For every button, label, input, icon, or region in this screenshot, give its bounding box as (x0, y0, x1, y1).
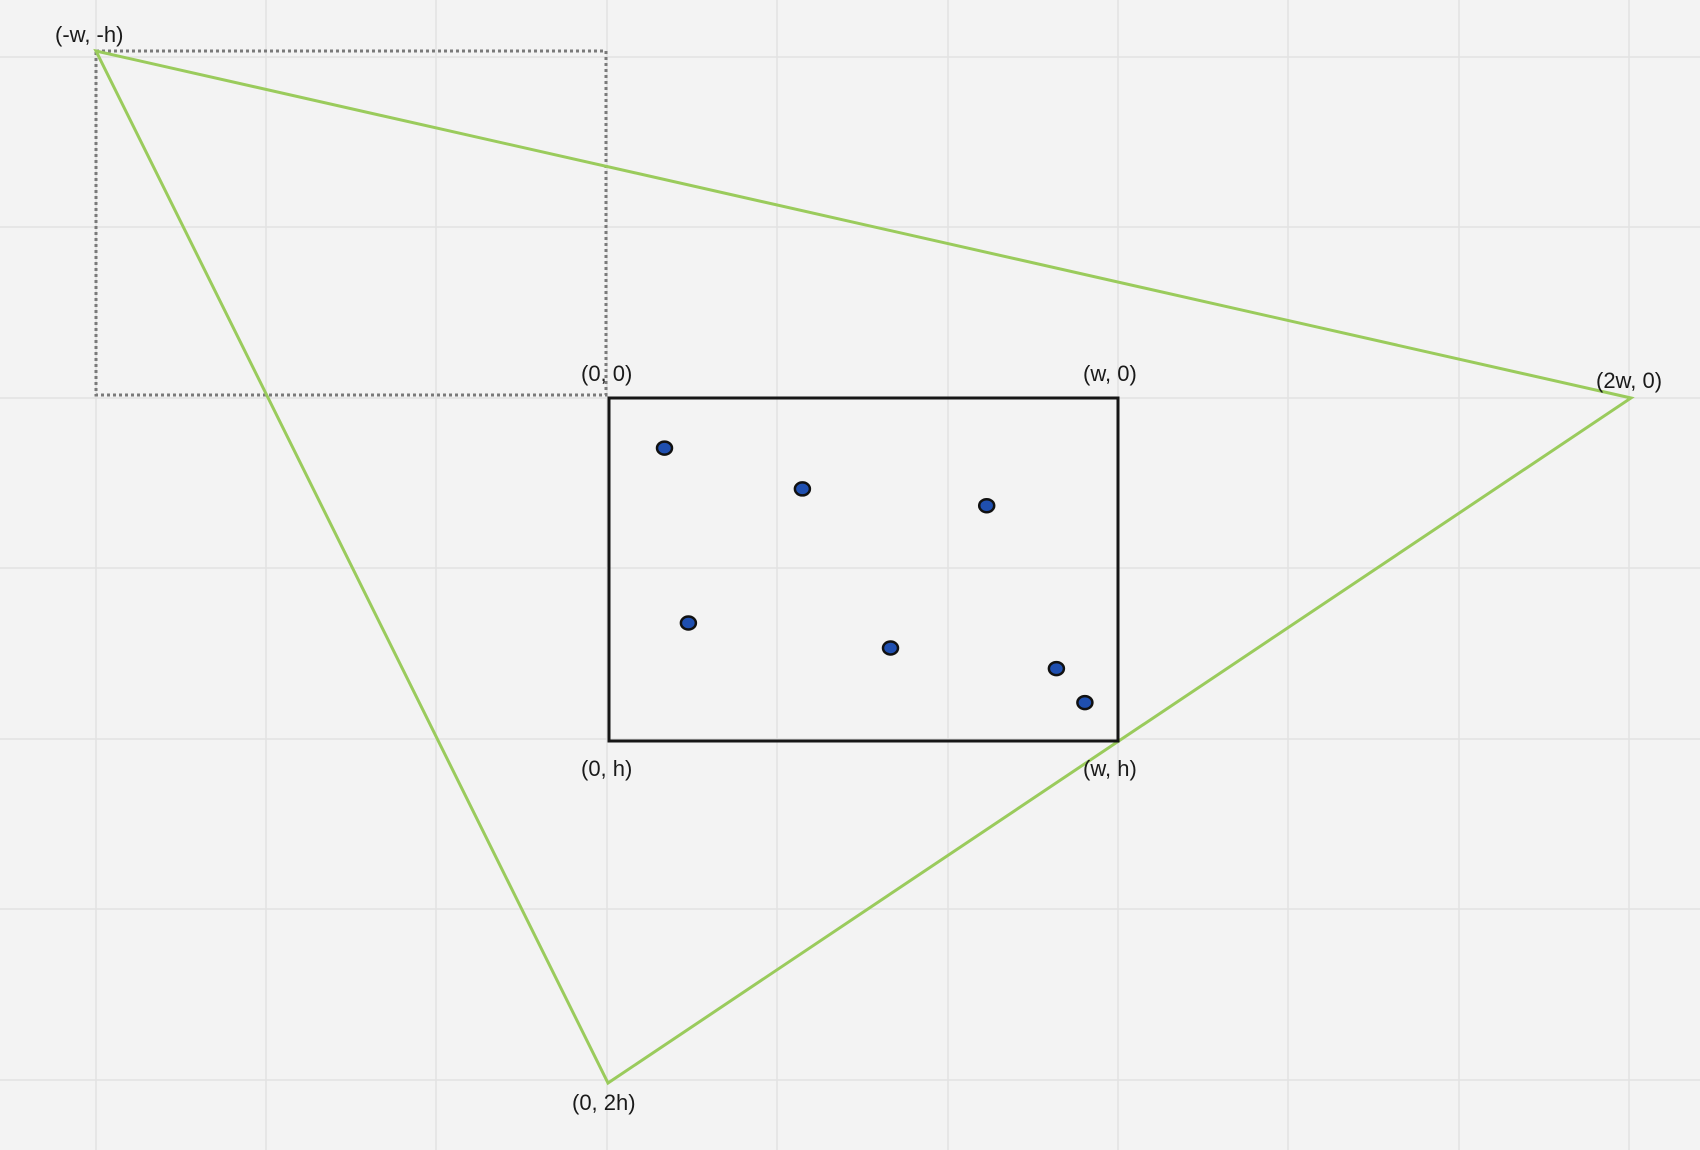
sample-point (881, 640, 900, 656)
sample-point (793, 481, 812, 497)
label-w-h: (w, h) (1083, 756, 1137, 781)
offset-dotted-rectangle (94, 49, 608, 397)
label-w-0: (w, 0) (1083, 361, 1137, 386)
label-0-2h: (0, 2h) (572, 1090, 636, 1115)
label-neg-w-neg-h: (-w, -h) (55, 22, 123, 47)
label-2w-0: (2w, 0) (1596, 368, 1662, 393)
sample-point (679, 615, 698, 631)
sample-point (1047, 660, 1066, 677)
label-0-h: (0, h) (581, 756, 632, 781)
sample-point (655, 440, 674, 456)
sample-points (655, 440, 1094, 711)
bounding-rectangle (607, 396, 1120, 743)
sample-point (977, 497, 996, 514)
label-origin: (0, 0) (581, 361, 632, 386)
sample-point (1076, 694, 1094, 711)
